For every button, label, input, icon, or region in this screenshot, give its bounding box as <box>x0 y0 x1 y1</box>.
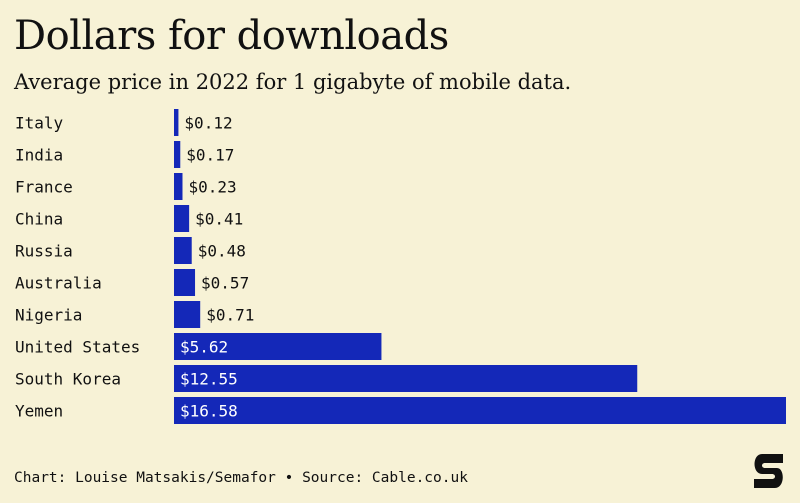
category-label: Russia <box>15 242 73 261</box>
bar <box>174 141 181 168</box>
bar <box>174 205 190 232</box>
value-label: $0.12 <box>184 114 232 133</box>
chart-title: Dollars for downloads <box>14 13 449 59</box>
value-label: $0.57 <box>201 274 249 293</box>
source-credit: Chart: Louise Matsakis/Semafor • Source:… <box>14 470 468 486</box>
value-label: $0.41 <box>195 210 243 229</box>
category-label: Yemen <box>15 402 63 421</box>
value-label: $16.58 <box>180 402 238 421</box>
bar <box>174 237 192 264</box>
bar <box>174 333 382 360</box>
category-label: China <box>15 210 63 229</box>
value-label: $0.17 <box>186 146 234 165</box>
category-label: Italy <box>15 114 64 133</box>
bar <box>174 269 196 296</box>
category-label: India <box>15 146 63 165</box>
bar <box>174 173 183 200</box>
bar <box>174 109 179 136</box>
category-label: Australia <box>15 274 102 293</box>
bar <box>174 397 786 424</box>
category-label: South Korea <box>15 370 121 389</box>
category-label: Nigeria <box>15 306 82 325</box>
bar <box>174 365 638 392</box>
chart-subtitle: Average price in 2022 for 1 gigabyte of … <box>14 70 572 94</box>
bar-chart: Italy $0.12 India $0.17 France $0.23 China $0.4… <box>15 109 786 424</box>
bar <box>174 301 201 328</box>
semafor-logo-icon <box>754 454 783 488</box>
value-label: $12.55 <box>180 370 238 389</box>
value-label: $0.48 <box>198 242 246 261</box>
value-label: $5.62 <box>180 338 228 357</box>
category-label: United States <box>15 338 140 357</box>
value-label: $0.23 <box>188 178 236 197</box>
category-label: France <box>15 178 73 197</box>
value-label: $0.71 <box>206 306 254 325</box>
